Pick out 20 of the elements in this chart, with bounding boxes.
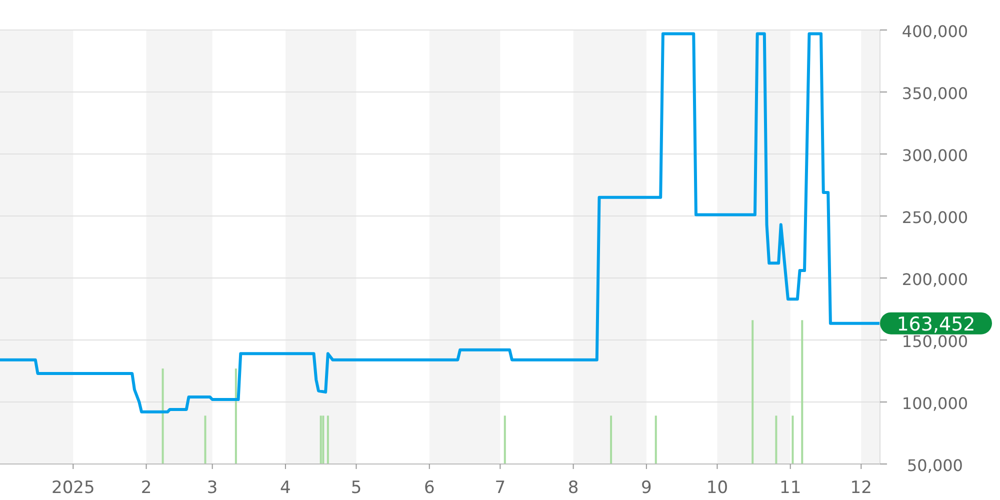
y-tick-label: 400,000 [902,22,968,41]
y-tick-label: 250,000 [902,208,968,227]
y-tick-label: 50,000 [907,456,963,475]
y-tick-label: 350,000 [902,84,968,103]
x-tick-label: 9 [641,478,652,498]
y-tick-label: 300,000 [902,146,968,165]
x-tick-label: 12 [850,478,872,498]
x-tick-label: 4 [280,478,291,498]
x-tick-label: 8 [568,478,579,498]
x-tick-label: 2 [140,478,152,498]
x-tick-label: 6 [424,478,435,498]
x-tick-label: 2025 [52,478,95,498]
x-tick-label: 7 [494,478,506,498]
x-tick-label: 11 [780,478,802,498]
x-tick-label: 5 [350,478,362,498]
x-tick-label: 10 [706,478,728,498]
y-tick-label: 100,000 [902,394,968,413]
y-tick-label: 200,000 [902,270,968,289]
line-series [0,32,882,414]
x-tick-label: 3 [206,478,218,498]
